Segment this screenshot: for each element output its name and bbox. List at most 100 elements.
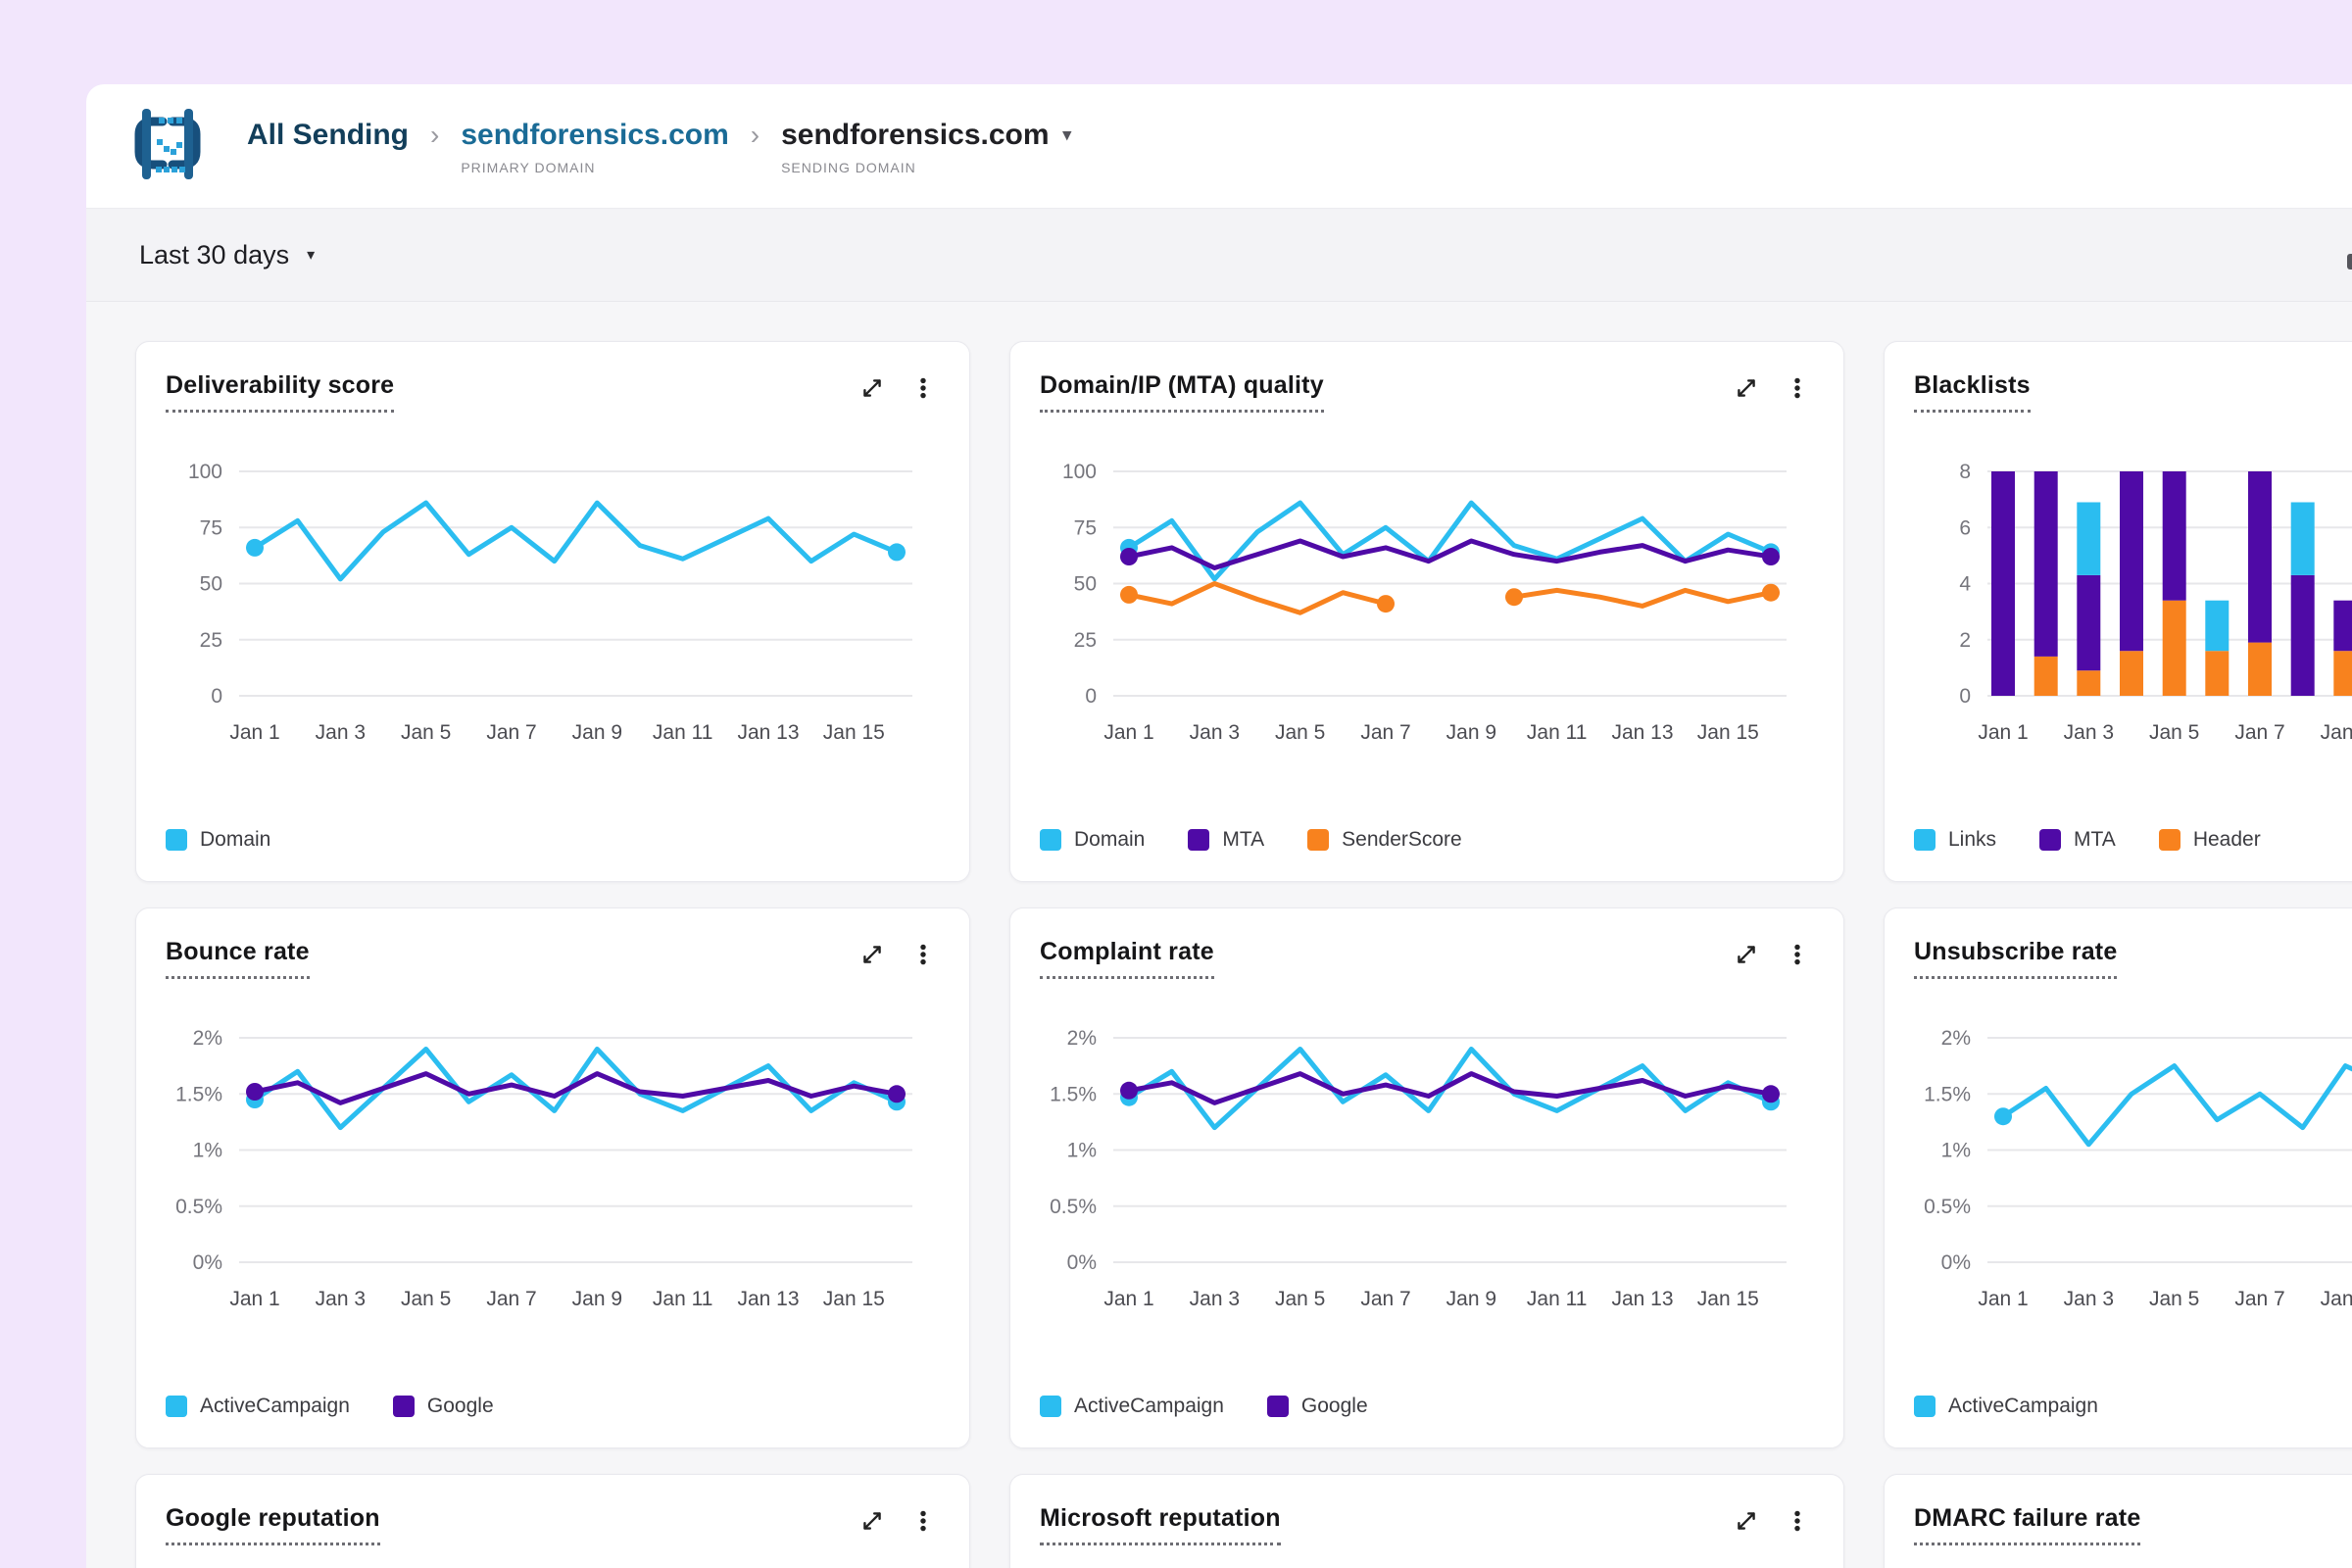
svg-text:Jan 9: Jan 9: [572, 1288, 622, 1310]
legend-swatch: [1188, 829, 1209, 851]
chart-legend: ActiveCampaign Google: [1040, 1395, 1814, 1418]
svg-text:2%: 2%: [1067, 1027, 1097, 1050]
kebab-menu-icon[interactable]: [910, 1508, 936, 1534]
svg-text:1%: 1%: [193, 1140, 222, 1162]
card-title[interactable]: Unsubscribe rate: [1914, 938, 2117, 979]
expand-icon[interactable]: [859, 375, 885, 401]
svg-text:Jan 5: Jan 5: [2149, 721, 2199, 744]
header: All Sending › sendforensics.com PRIMARY …: [86, 84, 2352, 209]
primary-domain-sublabel: PRIMARY DOMAIN: [461, 160, 728, 175]
line-chart: 2%1.5%1%0.5%0%Jan 1Jan 3Jan 5Jan 7Jan 9J…: [1914, 1022, 2352, 1316]
legend-item[interactable]: ActiveCampaign: [1040, 1395, 1224, 1418]
card-title[interactable]: DMARC failure rate: [1914, 1504, 2140, 1545]
breadcrumb-sending-domain[interactable]: sendforensics.com ▾ SENDING DOMAIN: [781, 118, 1071, 175]
legend-item[interactable]: SenderScore: [1307, 828, 1462, 852]
expand-icon[interactable]: [1734, 1508, 1759, 1534]
card-title[interactable]: Bounce rate: [166, 938, 310, 979]
card-deliverability-score: Deliverability score 1007550250Jan 1Jan …: [135, 341, 970, 882]
svg-text:Jan 9: Jan 9: [1446, 1288, 1496, 1310]
sendforensics-logo[interactable]: [129, 106, 206, 187]
svg-text:Jan 1: Jan 1: [1103, 1288, 1153, 1310]
app-window: All Sending › sendforensics.com PRIMARY …: [86, 84, 2352, 1568]
caret-down-icon: ▾: [307, 245, 315, 265]
legend-swatch: [166, 829, 187, 851]
expand-icon[interactable]: [1734, 375, 1759, 401]
legend-item[interactable]: MTA: [1188, 828, 1264, 852]
svg-text:25: 25: [1074, 629, 1097, 652]
card-title[interactable]: Microsoft reputation: [1040, 1504, 1281, 1545]
svg-text:1%: 1%: [1941, 1140, 1971, 1162]
expand-icon[interactable]: [859, 1508, 885, 1534]
chart-legend: Domain MTA SenderScore: [1040, 828, 1814, 852]
kebab-menu-icon[interactable]: [910, 942, 936, 967]
legend-item[interactable]: ActiveCampaign: [1914, 1395, 2098, 1418]
svg-text:0%: 0%: [1067, 1251, 1097, 1274]
card-blacklists: Blacklists 86420Jan 1Jan 3Jan 5Jan 7Jan …: [1884, 341, 2352, 882]
svg-text:0%: 0%: [193, 1251, 222, 1274]
svg-text:2: 2: [1959, 629, 1971, 652]
svg-text:1%: 1%: [1067, 1140, 1097, 1162]
card-bounce-rate: Bounce rate 2%1.5%1%0.5%0%Jan 1Jan 3Jan …: [135, 907, 970, 1448]
date-range-dropdown[interactable]: Last 30 days ▾: [139, 240, 315, 270]
svg-text:0: 0: [1959, 685, 1971, 708]
svg-text:Jan 1: Jan 1: [1978, 721, 2028, 744]
card-title[interactable]: Deliverability score: [166, 371, 394, 413]
stacked-bar-chart: 86420Jan 1Jan 3Jan 5Jan 7Jan 9: [1914, 456, 2352, 750]
chevron-right-icon: ›: [430, 118, 439, 153]
svg-text:Jan 11: Jan 11: [653, 1288, 713, 1310]
legend-swatch: [166, 1396, 187, 1417]
legend-swatch: [2159, 829, 2180, 851]
svg-text:Jan 1: Jan 1: [1103, 721, 1153, 744]
legend-item[interactable]: Google: [393, 1395, 494, 1418]
card-title[interactable]: Google reputation: [166, 1504, 380, 1545]
card-title[interactable]: Blacklists: [1914, 371, 2031, 413]
svg-text:Jan 1: Jan 1: [229, 721, 279, 744]
svg-text:1.5%: 1.5%: [1050, 1083, 1097, 1105]
legend-item[interactable]: Domain: [166, 828, 270, 852]
legend-item[interactable]: MTA: [2039, 828, 2116, 852]
chevron-right-icon: ›: [751, 118, 760, 153]
line-chart: 1007550250Jan 1Jan 3Jan 5Jan 7Jan 9Jan 1…: [1040, 456, 1814, 750]
breadcrumb-all-sending[interactable]: All Sending: [247, 118, 409, 153]
legend-swatch: [1040, 1396, 1061, 1417]
legend-item[interactable]: Google: [1267, 1395, 1368, 1418]
svg-text:Jan 5: Jan 5: [1275, 721, 1325, 744]
svg-text:Jan 9: Jan 9: [572, 721, 622, 744]
svg-text:Jan 1: Jan 1: [229, 1288, 279, 1310]
kebab-menu-icon[interactable]: [910, 375, 936, 401]
svg-text:25: 25: [200, 629, 222, 652]
breadcrumb-primary-domain[interactable]: sendforensics.com PRIMARY DOMAIN: [461, 118, 728, 175]
svg-text:Jan 15: Jan 15: [823, 1288, 885, 1310]
svg-text:Jan 7: Jan 7: [1360, 721, 1410, 744]
card-dmarc-failure-rate: DMARC failure rate: [1884, 1474, 2352, 1568]
legend-item[interactable]: ActiveCampaign: [166, 1395, 350, 1418]
svg-text:Jan 13: Jan 13: [737, 1288, 799, 1310]
svg-text:100: 100: [188, 461, 222, 483]
card-complaint-rate: Complaint rate 2%1.5%1%0.5%0%Jan 1Jan 3J…: [1009, 907, 1844, 1448]
svg-text:1.5%: 1.5%: [175, 1083, 222, 1105]
card-title[interactable]: Domain/IP (MTA) quality: [1040, 371, 1324, 413]
expand-icon[interactable]: [1734, 942, 1759, 967]
svg-text:0: 0: [211, 685, 222, 708]
card-unsubscribe-rate: Unsubscribe rate 2%1.5%1%0.5%0%Jan 1Jan …: [1884, 907, 2352, 1448]
card-title[interactable]: Complaint rate: [1040, 938, 1214, 979]
expand-icon[interactable]: [859, 942, 885, 967]
legend-item[interactable]: Links: [1914, 828, 1996, 852]
kebab-menu-icon[interactable]: [1785, 942, 1810, 967]
svg-text:Jan 5: Jan 5: [401, 1288, 451, 1310]
legend-item[interactable]: Domain: [1040, 828, 1145, 852]
svg-text:Jan 15: Jan 15: [1697, 721, 1759, 744]
svg-text:Jan 3: Jan 3: [316, 721, 366, 744]
legend-swatch: [1914, 829, 1936, 851]
filter-bar: Last 30 days ▾: [86, 209, 2352, 302]
legend-swatch: [1040, 829, 1061, 851]
svg-text:0%: 0%: [1941, 1251, 1971, 1274]
chart-legend: Domain: [166, 828, 940, 852]
svg-text:Jan 9: Jan 9: [2321, 1288, 2352, 1310]
kebab-menu-icon[interactable]: [1785, 1508, 1810, 1534]
legend-item[interactable]: Header: [2159, 828, 2261, 852]
legend-swatch: [2039, 829, 2061, 851]
svg-text:Jan 5: Jan 5: [2149, 1288, 2199, 1310]
clipped-icon[interactable]: [2347, 254, 2352, 270]
kebab-menu-icon[interactable]: [1785, 375, 1810, 401]
